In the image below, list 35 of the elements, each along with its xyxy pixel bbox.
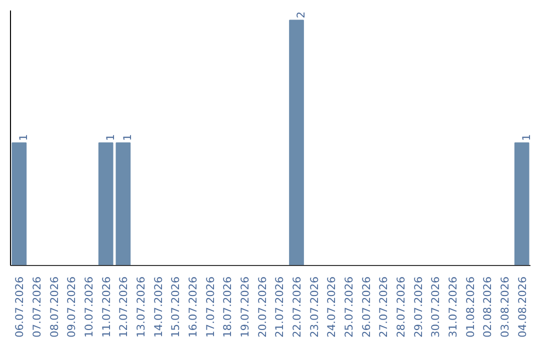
x-tick-label: 30.07.2026 xyxy=(429,276,442,338)
x-tick-label: 08.07.2026 xyxy=(48,276,61,338)
x-tick-label: 13.07.2026 xyxy=(134,276,148,338)
x-tick-label: 23.07.2026 xyxy=(308,276,321,338)
data-label: 1 xyxy=(520,134,533,141)
x-tick-label: 31.07.2026 xyxy=(446,276,460,338)
x-tick-label: 06.07.2026 xyxy=(13,276,26,338)
x-tick-label: 15.07.2026 xyxy=(169,276,182,338)
x-tick-label: 11.07.2026 xyxy=(100,276,113,338)
x-tick-label: 22.07.2026 xyxy=(290,276,304,338)
x-tick-label: 19.07.2026 xyxy=(238,276,252,338)
x-tick-label: 20.07.2026 xyxy=(256,276,269,338)
data-label: 1 xyxy=(121,134,134,141)
x-tick-label: 09.07.2026 xyxy=(65,276,78,338)
x-tick-label: 14.07.2026 xyxy=(152,276,165,338)
x-tick-label: 01.08.2026 xyxy=(464,276,477,338)
x-tick-label: 27.07.2026 xyxy=(377,276,390,338)
data-label: 1 xyxy=(17,134,30,141)
x-tick-label: 25.07.2026 xyxy=(342,276,356,338)
data-label: 2 xyxy=(294,12,308,18)
x-tick-label: 29.07.2026 xyxy=(412,276,425,338)
x-tick-label: 24.07.2026 xyxy=(325,276,338,338)
x-tick-label: 04.08.2026 xyxy=(516,276,529,338)
x-tick-label: 02.08.2026 xyxy=(481,276,494,338)
x-tick-label: 12.07.2026 xyxy=(117,276,130,338)
x-tick-label: 17.07.2026 xyxy=(204,276,217,338)
x-tick-label: 16.07.2026 xyxy=(186,276,200,338)
data-label: 1 xyxy=(104,134,117,141)
x-tick-label: 26.07.2026 xyxy=(360,276,373,338)
x-tick-label: 10.07.2026 xyxy=(82,276,96,338)
x-tick-label: 03.08.2026 xyxy=(498,276,512,338)
x-tick-label: 18.07.2026 xyxy=(221,276,234,338)
x-tick-label: 21.07.2026 xyxy=(273,276,286,338)
x-tick-label: 28.07.2026 xyxy=(394,276,408,338)
x-tick-label: 07.07.2026 xyxy=(30,276,44,338)
